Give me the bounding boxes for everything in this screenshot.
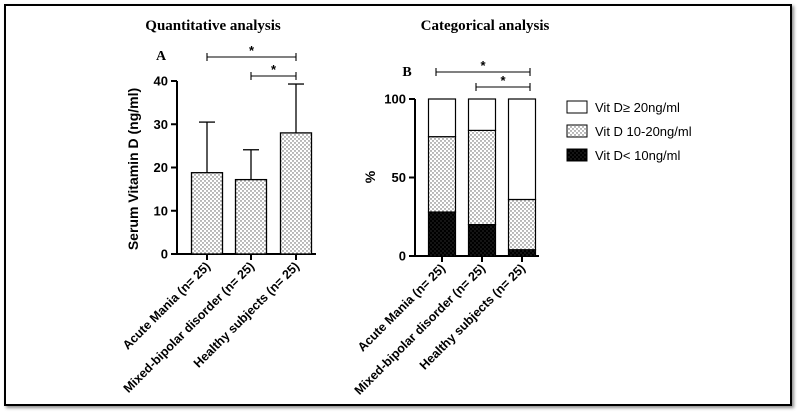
panel-a-significance-star: * (249, 43, 255, 58)
panel-b-y-tick-label: 50 (392, 170, 406, 185)
legend-entry-label: Vit D 10-20ng/ml (595, 124, 692, 139)
panel-b-stacked-segment (507, 198, 537, 251)
panel-a-category-label: Acute Mania (n= 25) (120, 259, 213, 352)
legend-entry-label: Vit D< 10ng/ml (595, 148, 681, 163)
panel-b-stacked-segment (427, 211, 457, 257)
panel-a-y-tick-label: 40 (154, 74, 168, 89)
panel-a-bar (234, 178, 268, 255)
panel-b-y-tick-label: 100 (384, 92, 406, 107)
panel-a-y-tick-label: 20 (154, 160, 168, 175)
panel-a-bar (279, 132, 313, 255)
panel-a-y-axis-label: Serum Vitamin D (ng/ml) (125, 88, 141, 250)
panel-a-bar (190, 172, 224, 255)
panel-b-stacked-segment (467, 129, 497, 226)
panel-b-stacked-segment (467, 224, 497, 257)
panel-a-significance-star: * (271, 62, 277, 77)
legend-swatch (566, 100, 588, 114)
panel-b-y-axis-label: % (362, 170, 378, 183)
panel-a-title: Quantitative analysis (145, 18, 281, 34)
legend-swatch (566, 124, 588, 138)
panel-b-stacked-segment (427, 136, 457, 213)
panel-b-label: B (402, 65, 411, 80)
figure-frame: Quantitative analysis Categorical analys… (4, 4, 792, 406)
panel-b-title: Categorical analysis (421, 18, 550, 34)
panel-b-stacked-segment (507, 98, 537, 201)
panel-a-y-tick-label: 10 (154, 203, 168, 218)
panel-b-stacked-segment (507, 249, 537, 257)
panel-b-significance-star: * (480, 58, 486, 73)
panel-b-significance-star: * (500, 73, 506, 88)
legend-swatch (566, 148, 588, 162)
panel-b-stacked-segment (467, 98, 497, 131)
panel-a-y-tick-label: 30 (154, 117, 168, 132)
panel-b-stacked-segment (427, 98, 457, 138)
legend-entry-label: Vit D≥ 20ng/ml (595, 100, 680, 115)
panel-b-y-tick-label: 0 (399, 249, 406, 264)
panel-a-y-tick-label: 0 (161, 247, 168, 262)
panel-a-label: A (156, 49, 167, 64)
chart-canvas: Quantitative analysis Categorical analys… (120, 18, 692, 398)
